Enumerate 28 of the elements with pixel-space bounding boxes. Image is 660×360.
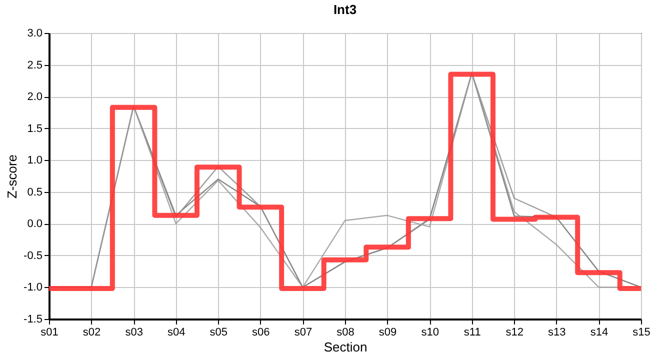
x-tick-label: s14 xyxy=(590,326,608,338)
x-axis-title: Section xyxy=(324,340,368,354)
y-tick-label: 1.5 xyxy=(27,122,42,135)
x-tick-label: s06 xyxy=(252,326,270,338)
y-tick-label: 2.5 xyxy=(27,59,42,72)
x-tick-label: s15 xyxy=(632,326,650,338)
x-tick-label: s10 xyxy=(421,326,439,338)
x-tick-label: s01 xyxy=(40,326,58,338)
x-tick-label: s02 xyxy=(82,326,101,338)
x-tick-label: s09 xyxy=(378,326,397,338)
y-tick-label: -1.5 xyxy=(24,314,42,326)
x-tick-label: s08 xyxy=(336,326,354,338)
x-tick-label: s05 xyxy=(210,326,228,338)
y-tick-label: 2.0 xyxy=(27,91,42,104)
x-tick-label: s12 xyxy=(506,326,524,338)
x-tick-label: s11 xyxy=(464,326,481,338)
y-tick-label: 1.0 xyxy=(27,154,42,167)
x-tick-label: s04 xyxy=(167,326,186,338)
x-tick-label: s07 xyxy=(294,326,312,338)
x-tick-label: s03 xyxy=(125,326,143,338)
x-tick-label: s13 xyxy=(548,326,566,338)
y-tick-label: -0.5 xyxy=(24,250,42,262)
chart-title: Int3 xyxy=(333,2,357,17)
y-tick-label: 0.5 xyxy=(27,186,42,198)
y-axis-title: Z-score xyxy=(4,154,20,199)
y-tick-label: 3.0 xyxy=(27,28,42,40)
y-tick-label: 0.0 xyxy=(27,218,42,230)
y-tick-label: -1.0 xyxy=(24,282,42,294)
